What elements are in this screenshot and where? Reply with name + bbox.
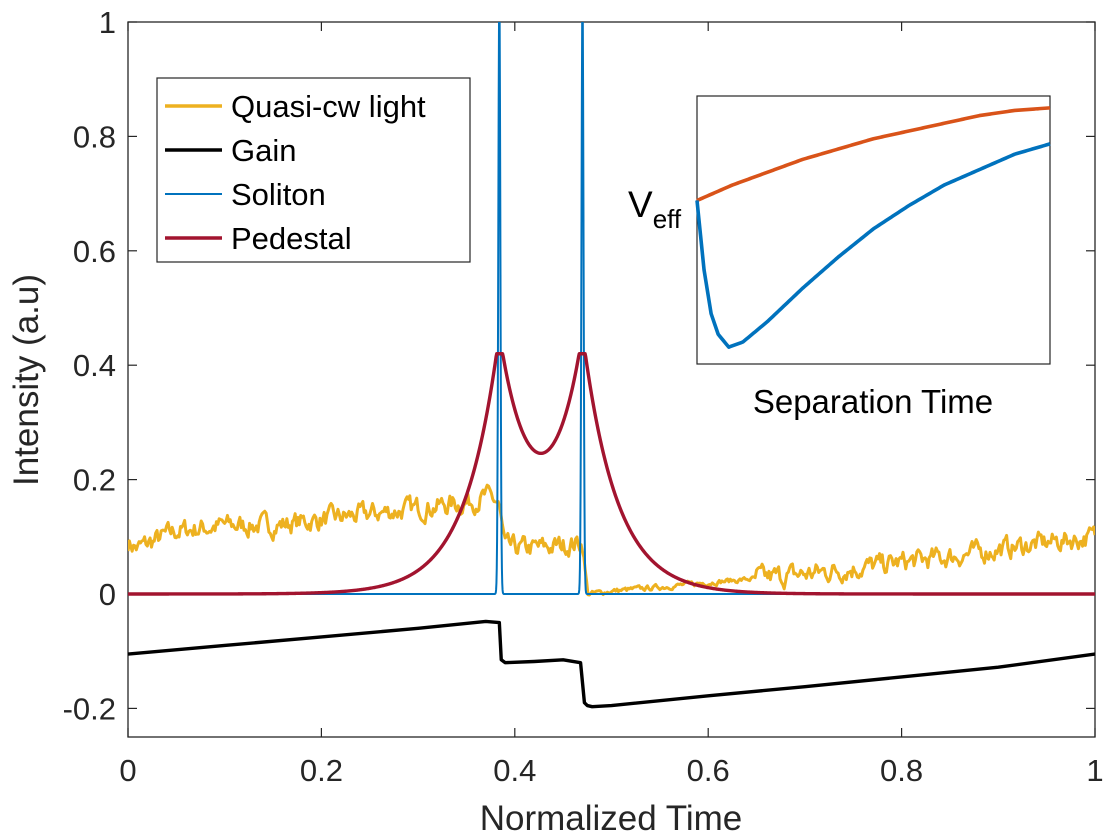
inset-ylabel: Veff [628, 184, 682, 234]
series-layer [128, 22, 1095, 709]
ticks: 0 0.2 0.4 0.6 0.8 1-0.200.20.40.60.81 [63, 5, 1104, 788]
inset-chart: Veff Separation Time [628, 95, 1051, 420]
x-tick-label: 0.8 [880, 753, 923, 788]
x-tick-label: 0.4 [493, 753, 536, 788]
legend-label-soliton: Soliton [231, 177, 326, 212]
x-axis-title: Normalized Time [480, 799, 743, 838]
y-tick-label: 0.2 [73, 463, 116, 498]
y-tick-label: 0.4 [73, 348, 116, 383]
x-tick-label: 1 [1086, 753, 1103, 788]
y-tick-label: 0.6 [73, 234, 116, 269]
inset-line-upper [696, 106, 1051, 203]
y-tick-label: 0 [99, 577, 116, 612]
inset-ylabel-main: V [628, 184, 653, 225]
x-tick-label: 0.2 [300, 753, 343, 788]
inset-ylabel-sub: eff [653, 204, 682, 234]
inset-xlabel: Separation Time [753, 383, 993, 420]
legend: Quasi-cw light Gain Soliton Pedestal [156, 77, 471, 263]
series-line-gain [128, 619, 1095, 709]
series-line-quasi-cw-light [128, 483, 1095, 597]
legend-box [156, 77, 471, 263]
y-tick-label: 0.8 [73, 119, 116, 154]
inset-line-lower [695, 142, 1051, 349]
legend-label-quasi-cw-light: Quasi-cw light [231, 89, 426, 124]
x-tick-label: 0.6 [687, 753, 730, 788]
legend-label-pedestal: Pedestal [231, 221, 352, 256]
y-axis-title: Intensity (a.u) [7, 274, 46, 486]
y-tick-label: 1 [99, 5, 116, 40]
x-tick-label: 0 [119, 753, 136, 788]
legend-label-gain: Gain [231, 133, 296, 168]
y-tick-label: -0.2 [63, 691, 116, 726]
series-line-pedestal [128, 352, 1095, 596]
